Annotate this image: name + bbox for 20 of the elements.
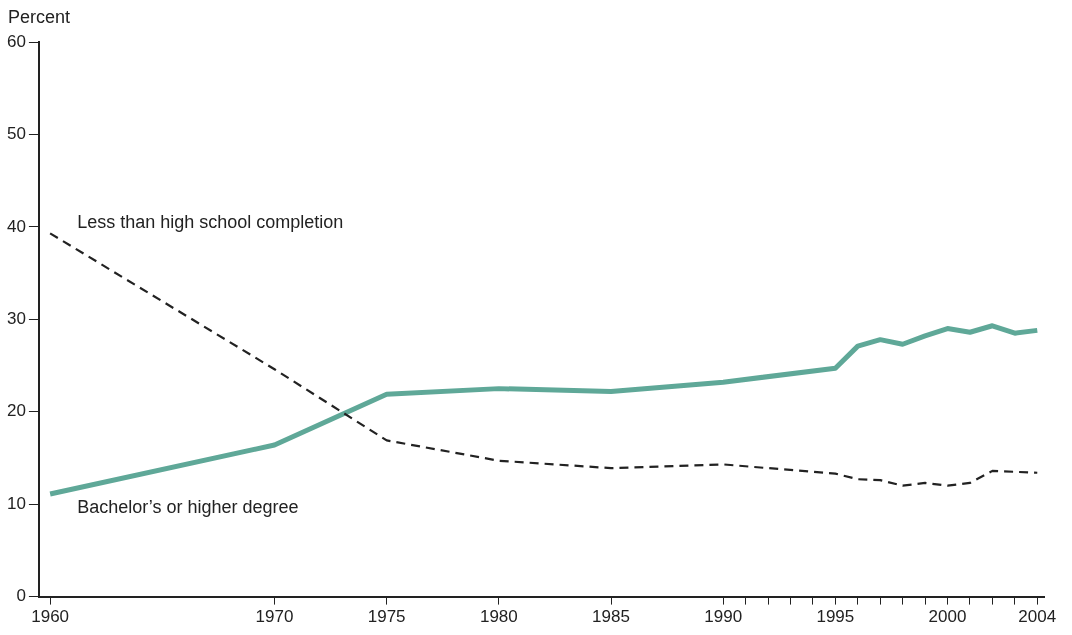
- y-tick-label: 20: [6, 401, 26, 421]
- y-tick-label: 60: [6, 31, 26, 51]
- series-label: Bachelor’s or higher degree: [77, 496, 299, 517]
- x-tick-label: 1990: [704, 607, 743, 627]
- y-tick-label: 10: [6, 493, 26, 513]
- x-tick-label: 2004: [1018, 607, 1057, 627]
- y-tick-label: 50: [6, 124, 26, 144]
- x-tick-label: 1960: [31, 607, 70, 627]
- x-tick-label: 1985: [592, 607, 630, 627]
- series-label: Less than high school completion: [77, 212, 344, 233]
- y-axis-title: Percent: [8, 6, 71, 27]
- x-tick-label: 2000: [928, 607, 967, 627]
- x-tick-label: 1970: [255, 607, 294, 627]
- line-series: [49, 232, 1039, 487]
- x-tick-label: 1975: [367, 607, 406, 627]
- x-tick-label: 1995: [816, 607, 855, 627]
- y-tick-label: 40: [6, 216, 26, 236]
- y-tick-label: 30: [6, 308, 26, 328]
- x-tick-label: 1980: [479, 607, 518, 627]
- y-tick-label: 0: [16, 586, 26, 606]
